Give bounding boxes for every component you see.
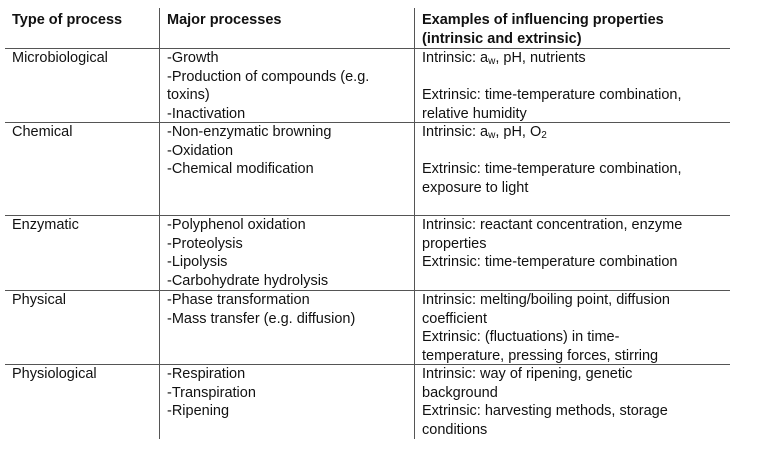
cell-text: temperature, pressing forces, stirring bbox=[422, 347, 659, 364]
cell-text: background bbox=[422, 384, 498, 401]
cell-text: -Proteolysis bbox=[167, 235, 243, 252]
subscript: w bbox=[488, 130, 496, 141]
row-divider bbox=[5, 290, 730, 291]
header-text: (intrinsic and extrinsic) bbox=[422, 30, 582, 47]
cell-text: -Mass transfer (e.g. diffusion) bbox=[167, 310, 356, 327]
header-text: Type of process bbox=[12, 12, 123, 28]
cell-text: Physiological bbox=[12, 366, 97, 382]
cell-text: Intrinsic: reactant concentration, enzym… bbox=[422, 217, 683, 233]
cell-text: Extrinsic: (fluctuations) in time- bbox=[422, 329, 620, 345]
subscript: 2 bbox=[541, 130, 547, 141]
text-segment: Intrinsic: a bbox=[422, 50, 489, 66]
cell-text: -Non-enzymatic browning bbox=[167, 124, 332, 140]
text-segment: Intrinsic: a bbox=[422, 124, 489, 140]
header-text: Major processes bbox=[167, 12, 282, 28]
cell-text: -Ripening bbox=[167, 403, 230, 419]
cell-text: -Polyphenol oxidation bbox=[167, 217, 306, 233]
cell-text: Chemical bbox=[12, 124, 73, 140]
cell-text: Intrinsic: aw, pH, nutrients bbox=[422, 49, 586, 67]
cell-text: -Carbohydrate hydrolysis bbox=[167, 272, 329, 289]
cell-text: Intrinsic: melting/boiling point, diffus… bbox=[422, 292, 670, 308]
row-divider bbox=[5, 364, 730, 365]
cell-text: Enzymatic bbox=[12, 217, 79, 233]
cell-text: Physical bbox=[12, 292, 66, 308]
cell-text: -Respiration bbox=[167, 366, 246, 382]
cell-text: -Oxidation bbox=[167, 142, 234, 159]
cell-text: -Transpiration bbox=[167, 384, 256, 401]
cell-text: Intrinsic: way of ripening, genetic bbox=[422, 366, 633, 382]
cell-text: toxins) bbox=[167, 87, 210, 103]
row-divider bbox=[5, 215, 730, 216]
header-text: Examples of influencing properties bbox=[422, 12, 664, 28]
column-divider bbox=[414, 8, 415, 439]
cell-text: -Phase transformation bbox=[167, 292, 310, 308]
cell-text: conditions bbox=[422, 421, 488, 438]
column-divider bbox=[159, 8, 160, 439]
cell-text: coefficient bbox=[422, 310, 488, 327]
cell-text: Intrinsic: aw, pH, O2 bbox=[422, 123, 547, 141]
row-divider bbox=[5, 48, 730, 49]
text-segment: , pH, O bbox=[495, 124, 542, 140]
cell-text: -Growth bbox=[167, 50, 219, 66]
cell-text: -Inactivation bbox=[167, 105, 246, 122]
cell-text: -Production of compounds (e.g. bbox=[167, 68, 370, 85]
cell-text: Microbiological bbox=[12, 50, 108, 66]
cell-text: relative humidity bbox=[422, 105, 527, 122]
cell-text: Extrinsic: time-temperature combination bbox=[422, 254, 678, 270]
cell-text: exposure to light bbox=[422, 179, 529, 196]
cell-text: Extrinsic: time-temperature combination, bbox=[422, 87, 682, 103]
cell-text: -Lipolysis bbox=[167, 254, 228, 270]
row-divider bbox=[5, 122, 730, 123]
cell-text: Extrinsic: harvesting methods, storage bbox=[422, 403, 668, 419]
subscript: w bbox=[488, 56, 496, 67]
cell-text: -Chemical modification bbox=[167, 161, 314, 177]
cell-text: Extrinsic: time-temperature combination, bbox=[422, 161, 682, 177]
cell-text: properties bbox=[422, 235, 487, 252]
text-segment: , pH, nutrients bbox=[495, 50, 586, 66]
